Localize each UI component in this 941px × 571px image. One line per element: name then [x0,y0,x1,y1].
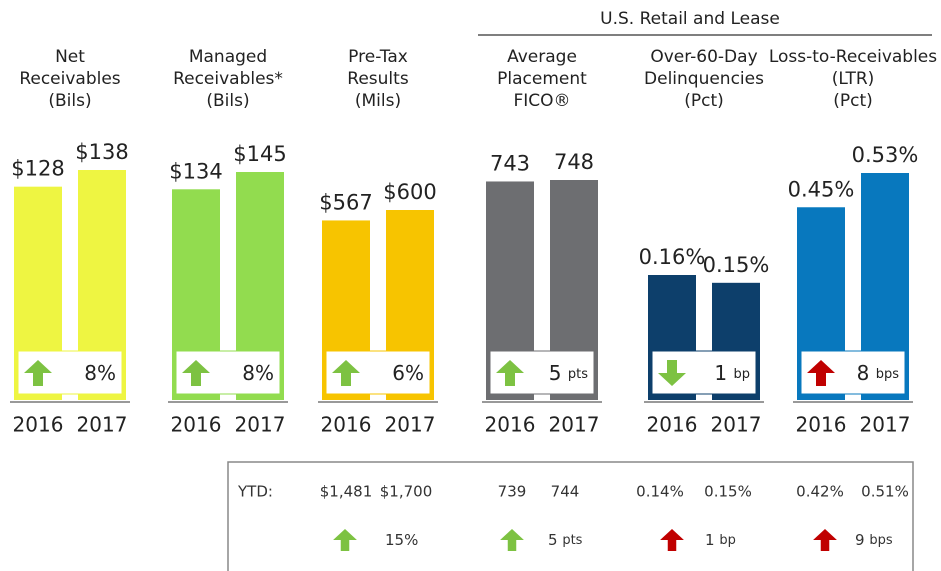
value-label: 743 [490,151,530,175]
change-arrow [813,528,837,552]
change-value: 1 [705,531,715,549]
value-label: $145 [233,142,286,166]
panel-title: Pre-Tax [348,47,408,67]
change-unit: pts [562,533,582,548]
x-tick-label: 2017 [77,413,128,437]
change-value: 15% [385,531,418,549]
x-tick-label: 2016 [647,413,698,437]
change-label: 9 bps [855,531,893,549]
ytd-value: $1,481 [320,483,373,501]
change-value: 9 [855,531,865,549]
panel-title: Receivables* [173,69,283,89]
x-tick-label: 2016 [171,413,222,437]
change-value: 5 [548,531,558,549]
panel-title: Receivables [19,69,120,89]
panel-title: FICO® [513,91,570,111]
panel-title: Net [55,47,85,67]
panel-title: Managed [189,47,267,67]
panel-title: (Mils) [355,91,401,111]
change-label: 1 bp [714,361,750,385]
ytd-label: YTD: [237,483,273,501]
change-arrow [660,528,684,552]
x-tick-label: 2017 [235,413,286,437]
panel-title: Results [347,69,409,89]
change-arrow [24,360,52,386]
value-label: 0.15% [703,253,770,277]
group-header: U.S. Retail and Lease [600,9,780,29]
ytd-value: 744 [551,483,580,501]
change-value: 5 [549,361,562,385]
value-label: $134 [169,159,222,183]
change-arrow [333,528,357,552]
change-label: 1 bp [705,531,736,549]
x-tick-label: 2016 [13,413,64,437]
panel-title: (Pct) [833,91,873,111]
change-value: 8 [857,361,870,385]
ytd-box [227,461,914,571]
change-unit: bps [869,533,893,548]
change-label: 5 pts [548,531,583,549]
x-tick-label: 2017 [860,413,911,437]
change-label: 8 bps [857,361,900,385]
change-label: 6% [392,361,424,385]
value-label: $567 [319,190,372,214]
change-label: 8% [84,361,116,385]
value-label: 0.16% [639,245,706,269]
panel-title: Over-60-Day [650,47,757,67]
x-tick-label: 2017 [385,413,436,437]
ytd-value: 739 [498,483,527,501]
change-label: 15% [385,531,418,549]
x-tick-label: 2017 [549,413,600,437]
panel-title: Loss-to-Receivables [769,47,937,67]
value-label: $600 [383,180,436,204]
panel-title: Delinquencies [644,69,764,89]
panel-title: Average [507,47,577,67]
ytd-value: 0.14% [636,483,684,501]
ytd-value: $1,700 [380,483,433,501]
panel-title: (Bils) [206,91,249,111]
value-label: 748 [554,150,594,174]
value-label: 0.53% [852,143,919,167]
change-value: 1 [714,361,727,385]
change-unit: bp [733,367,750,382]
x-tick-label: 2017 [711,413,762,437]
panel-title: Placement [497,69,587,89]
ytd-value: 0.42% [796,483,844,501]
ytd-value: 0.15% [704,483,752,501]
change-arrow [658,360,686,386]
change-label: 8% [242,361,274,385]
change-unit: bps [876,367,900,382]
change-value: 8% [84,361,116,385]
change-arrow [807,360,835,386]
value-label: $138 [75,140,128,164]
change-arrow [332,360,360,386]
panel-title: (Bils) [48,91,91,111]
change-unit: pts [568,367,588,382]
panel-title: (Pct) [684,91,724,111]
ytd-value: 0.51% [861,483,909,501]
change-arrow [500,528,524,552]
value-label: 0.45% [788,177,855,201]
change-label: 5 pts [549,361,588,385]
x-tick-label: 2016 [485,413,536,437]
change-value: 6% [392,361,424,385]
value-label: $128 [11,157,64,181]
change-unit: bp [719,533,736,548]
change-arrow [182,360,210,386]
x-tick-label: 2016 [796,413,847,437]
change-value: 8% [242,361,274,385]
x-tick-label: 2016 [321,413,372,437]
panel-title: (LTR) [832,69,875,89]
change-arrow [496,360,524,386]
